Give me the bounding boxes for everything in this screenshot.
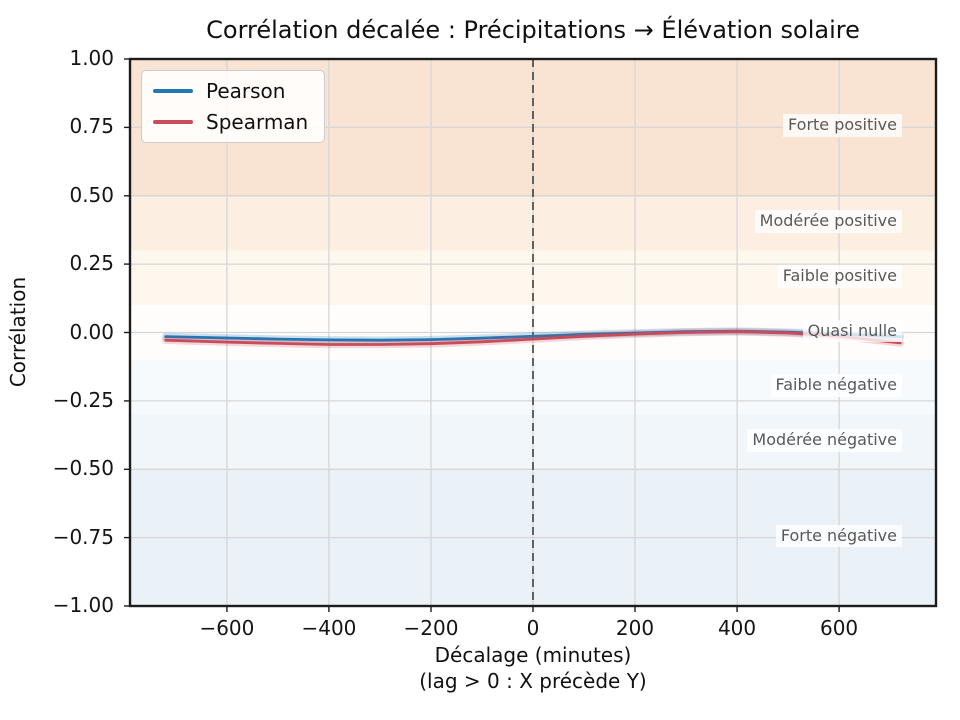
y-tick-label: 0.50 bbox=[69, 182, 114, 207]
legend-label: Spearman bbox=[206, 110, 309, 134]
plot-area: Forte positive Modérée positive Faible pos… bbox=[124, 57, 938, 612]
y-tick-label: −0.75 bbox=[52, 524, 114, 549]
band-label: Faible négative bbox=[770, 374, 902, 397]
band-label: Forte négative bbox=[775, 524, 902, 548]
y-tick-label: −0.25 bbox=[52, 387, 114, 412]
band-label: Quasi nulle bbox=[802, 319, 902, 343]
x-tick-label: 200 bbox=[615, 616, 655, 640]
x-tick-label: −400 bbox=[301, 616, 357, 640]
x-tick-label: 0 bbox=[526, 616, 540, 640]
y-tick-label: 0.25 bbox=[69, 251, 114, 276]
chart-title: Corrélation décalée : Précipitations → É… bbox=[206, 16, 860, 44]
y-tick-label: −0.50 bbox=[52, 456, 114, 481]
x-axis-label: Décalage (minutes) bbox=[434, 643, 632, 667]
y-tick-label: 0.75 bbox=[69, 114, 114, 139]
y-tick-label: −1.00 bbox=[52, 593, 114, 617]
legend: Pearson Spearman bbox=[141, 70, 326, 143]
band-label: Forte positive bbox=[783, 114, 902, 138]
legend-item-pearson: Pearson bbox=[153, 80, 308, 102]
y-tick-label: 1.00 bbox=[69, 46, 114, 70]
x-tick-label: 400 bbox=[717, 616, 757, 640]
x-tick-label: 600 bbox=[819, 616, 859, 640]
x-tick-label: −200 bbox=[403, 616, 459, 640]
band-label: Modérée négative bbox=[747, 428, 902, 452]
legend-item-spearman: Spearman bbox=[153, 111, 308, 133]
band-label: Faible positive bbox=[777, 264, 902, 288]
x-axis-sublabel: (lag > 0 : X précède Y) bbox=[419, 669, 647, 693]
band-label: Modérée positive bbox=[754, 210, 902, 233]
legend-label: Pearson bbox=[206, 79, 286, 103]
series-spearman bbox=[164, 330, 902, 346]
y-tick-label: 0.00 bbox=[69, 319, 114, 344]
y-axis-label: Corrélation bbox=[6, 276, 30, 388]
legend-line-icon bbox=[153, 89, 193, 93]
legend-line-icon bbox=[153, 120, 193, 124]
x-tick-label: −600 bbox=[199, 616, 255, 640]
